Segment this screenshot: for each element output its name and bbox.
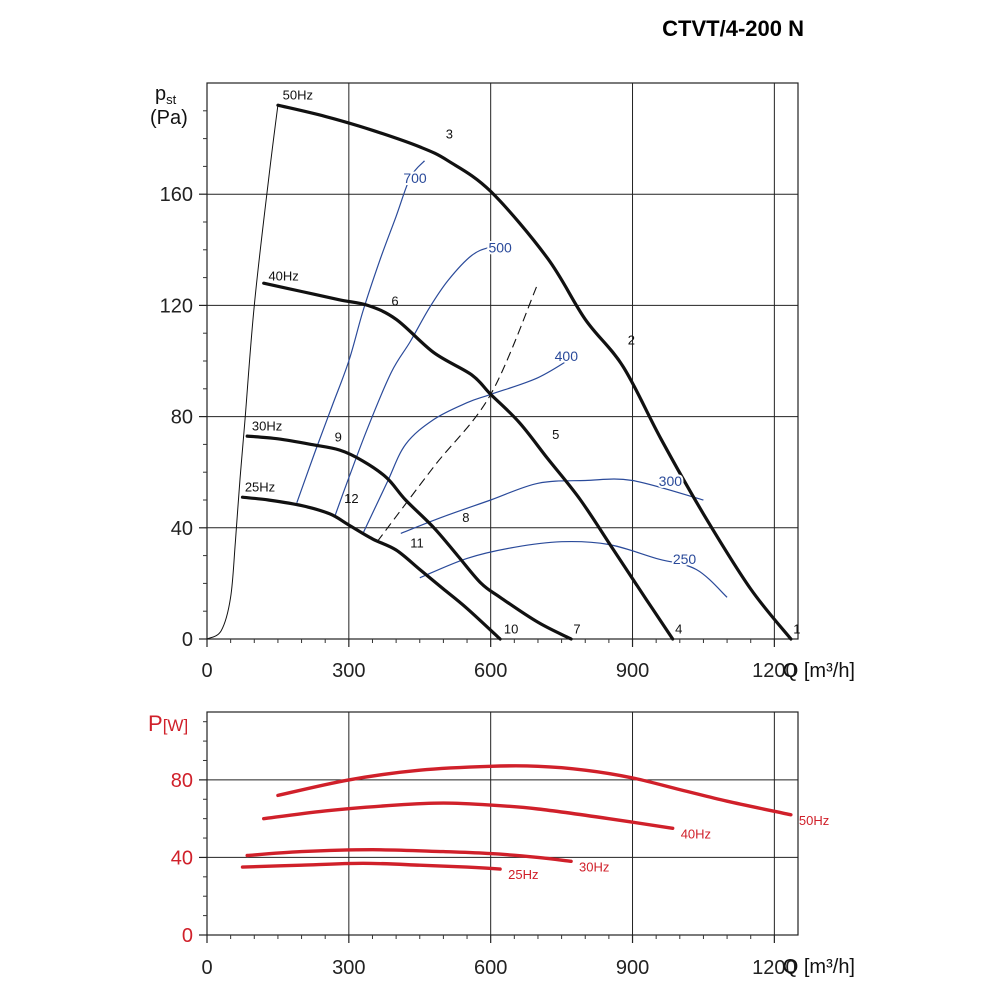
curve-label: 250 <box>673 551 697 567</box>
point-label: 7 <box>573 621 580 636</box>
y-tick-label: 120 <box>160 295 193 317</box>
point-label: 10 <box>504 621 518 636</box>
plot-frame <box>206 82 799 640</box>
y-tick-label: 0 <box>182 925 193 947</box>
x-tick-label: 300 <box>332 957 365 979</box>
x-tick-label: 600 <box>474 660 507 682</box>
point-label: 8 <box>462 510 469 525</box>
blue-curve-500 <box>334 243 510 517</box>
x-tick-label: 0 <box>201 957 212 979</box>
curve-label: 300 <box>659 473 683 489</box>
y-axis-label: pst <box>155 83 177 107</box>
power-curve-30Hz <box>245 847 573 863</box>
y-axis-label-unit: [W] <box>163 716 189 735</box>
y-axis-unit: (Pa) <box>150 107 188 129</box>
blue-curve-250 <box>419 540 728 598</box>
chart-title: CTVT/4-200 N <box>662 16 804 41</box>
y-axis-label-sub: st <box>166 92 177 107</box>
y-tick-label: 80 <box>171 407 193 429</box>
y-axis-label-main: p <box>155 83 166 105</box>
x-tick-label: 600 <box>474 957 507 979</box>
point-label: 9 <box>335 430 342 445</box>
point-label: 5 <box>552 427 559 442</box>
power-curve-label: 30Hz <box>579 859 609 874</box>
curve-label: 40Hz <box>268 268 298 283</box>
y-tick-label: 40 <box>171 518 193 540</box>
y-tick-label: 80 <box>171 770 193 792</box>
power-chart: 0 40 80 0 300 600 900 1200 P[W] Q [m³/h] 50Hz 40Hz 3… <box>148 711 855 979</box>
power-curve-label: 25Hz <box>508 867 538 882</box>
x-axis-label: Q [m³/h] <box>783 660 855 682</box>
curve-label: 500 <box>488 240 512 256</box>
point-label: 11 <box>410 535 424 550</box>
blue-curve-400 <box>362 354 577 534</box>
system-curve <box>206 105 279 640</box>
x-tick-label: 1200 <box>752 660 797 682</box>
point-label: 1 <box>793 621 800 636</box>
point-label: 2 <box>628 332 635 347</box>
point-label: 4 <box>675 621 682 636</box>
y-tick-label: 160 <box>160 184 193 206</box>
fan-curve-50Hz <box>276 103 793 641</box>
curve-label: 50Hz <box>283 88 313 103</box>
x-axis-label: Q [m³/h] <box>783 956 855 978</box>
point-label: 6 <box>391 293 398 308</box>
power-curve-25Hz <box>240 861 502 871</box>
y-axis-label: P[W] <box>148 711 188 736</box>
curve-label: 400 <box>555 348 579 364</box>
fan-curve-25Hz <box>240 495 502 641</box>
power-curve-40Hz <box>262 801 675 830</box>
y-axis-label-main: P <box>148 711 163 736</box>
dashed-line <box>376 282 539 543</box>
y-tick-label: 40 <box>171 847 193 869</box>
power-curve-label: 50Hz <box>799 813 829 828</box>
point-label: 12 <box>344 491 358 506</box>
point-label: 3 <box>446 127 453 142</box>
x-tick-label: 1200 <box>752 957 797 979</box>
blue-curve-300 <box>400 478 704 534</box>
x-tick-label: 300 <box>332 660 365 682</box>
plot-frame <box>206 711 799 936</box>
curve-label: 700 <box>403 170 427 186</box>
blue-curve-700 <box>296 160 425 504</box>
y-tick-label: 0 <box>182 629 193 651</box>
x-tick-label: 0 <box>201 660 212 682</box>
fan-curve-30Hz <box>245 434 573 641</box>
x-tick-label: 900 <box>616 957 649 979</box>
pressure-chart: 0 40 80 120 160 0 300 600 900 1200 pst(Pa) Q [m³/h]… <box>150 82 855 682</box>
curve-label: 30Hz <box>252 419 282 434</box>
power-curve-50Hz <box>276 764 793 817</box>
curve-label: 25Hz <box>245 480 275 495</box>
fan-curve-40Hz <box>262 281 675 641</box>
x-tick-label: 900 <box>616 660 649 682</box>
power-curve-label: 40Hz <box>681 826 711 841</box>
